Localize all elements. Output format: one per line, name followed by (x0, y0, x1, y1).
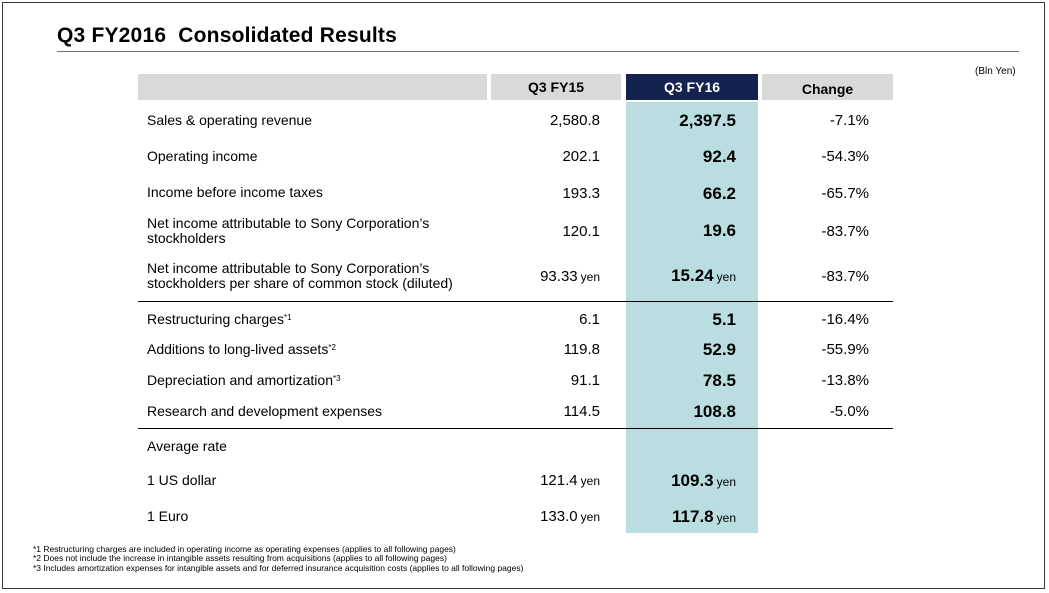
value-fy15: 93.33 yen (540, 268, 600, 285)
value-fy16: 5.1 (712, 310, 736, 329)
header-change: Change (762, 74, 893, 100)
unit-yen: yen (580, 270, 600, 284)
row-label-line2: stockholders per share of common stock (… (147, 275, 453, 291)
value-change: -65.7% (821, 185, 869, 202)
value-fy16: 2,397.5 (679, 111, 736, 130)
value-change: -83.7% (821, 223, 869, 240)
value-fy15: 2,580.8 (549, 112, 600, 129)
title-divider (57, 51, 1019, 52)
value-fy15: 91.1 (570, 372, 600, 389)
unit-note: (Bln Yen) (975, 66, 1016, 77)
value-change: -16.4% (821, 311, 869, 328)
footnote: *3 Includes amortization expenses for in… (33, 562, 524, 573)
section-divider (138, 428, 893, 429)
value-change: -83.7% (821, 268, 869, 285)
unit-yen: yen (580, 474, 600, 488)
fy16-highlight-column (626, 102, 758, 533)
unit-yen: yen (580, 510, 600, 524)
row-label: Sales & operating revenue (147, 112, 312, 128)
value-fy15: 121.4 yen (540, 472, 600, 489)
unit-yen: yen (716, 270, 736, 284)
row-label-line2: stockholders (147, 230, 226, 246)
value-change: -55.9% (821, 341, 869, 358)
value-fy16: 78.5 (702, 371, 736, 390)
value-fy16: 19.6 (702, 221, 736, 240)
value-fy16: 66.2 (702, 184, 736, 203)
row-label: Research and development expenses (147, 403, 383, 419)
row-label: 1 US dollar (147, 472, 217, 488)
row-label-line1: Net income attributable to Sony Corporat… (147, 215, 430, 231)
value-fy15: 120.1 (562, 223, 600, 240)
value-fy15: 114.5 (563, 403, 600, 420)
value-fy15: 193.3 (562, 185, 600, 202)
value-change: -54.3% (821, 148, 869, 165)
value-fy16: 52.9 (702, 340, 736, 359)
footnotes: *1 Restructuring charges are included in… (33, 544, 524, 573)
unit-yen: yen (716, 475, 736, 489)
value-fy15: 133.0 yen (540, 508, 600, 525)
value-change: -7.1% (829, 112, 869, 129)
value-fy15: 202.1 (562, 148, 600, 165)
row-label: 1 Euro (147, 508, 189, 524)
value-fy16: 92.4 (702, 147, 736, 166)
value-fy16: 117.8 yen (672, 507, 736, 526)
row-label: Income before income taxes (147, 184, 323, 200)
value-fy16: 15.24 yen (671, 266, 736, 285)
unit-yen: yen (716, 511, 736, 525)
footnote: *2 Does not include the increase in inta… (33, 553, 447, 564)
row-label: Restructuring charges*1 (147, 311, 292, 327)
value-change: -5.0% (829, 403, 869, 420)
footnote: *1 Restructuring charges are included in… (33, 544, 456, 554)
row-label: Additions to long-lived assets*2 (147, 341, 336, 357)
footnote-ref: *2 (328, 343, 336, 352)
footnote-ref: *3 (333, 374, 341, 383)
header-label-cell (138, 74, 487, 100)
header-fy16: Q3 FY16 (626, 74, 758, 100)
row-label: Operating income (147, 148, 258, 164)
value-fy15: 6.1 (579, 311, 600, 328)
section-divider (138, 301, 893, 302)
footnote-ref: *1 (283, 313, 292, 322)
row-label: Average rate (147, 438, 227, 454)
value-change: -13.8% (821, 372, 869, 389)
value-fy16: 109.3 yen (671, 471, 736, 490)
value-fy15: 119.8 (563, 341, 600, 358)
value-fy16: 108.8 (693, 402, 736, 421)
row-label: Depreciation and amortization*3 (147, 372, 341, 388)
row-label-line1: Net income attributable to Sony Corporat… (147, 260, 430, 276)
page-title: Q3 FY2016 Consolidated Results (57, 24, 397, 47)
header-fy15: Q3 FY15 (491, 74, 621, 100)
